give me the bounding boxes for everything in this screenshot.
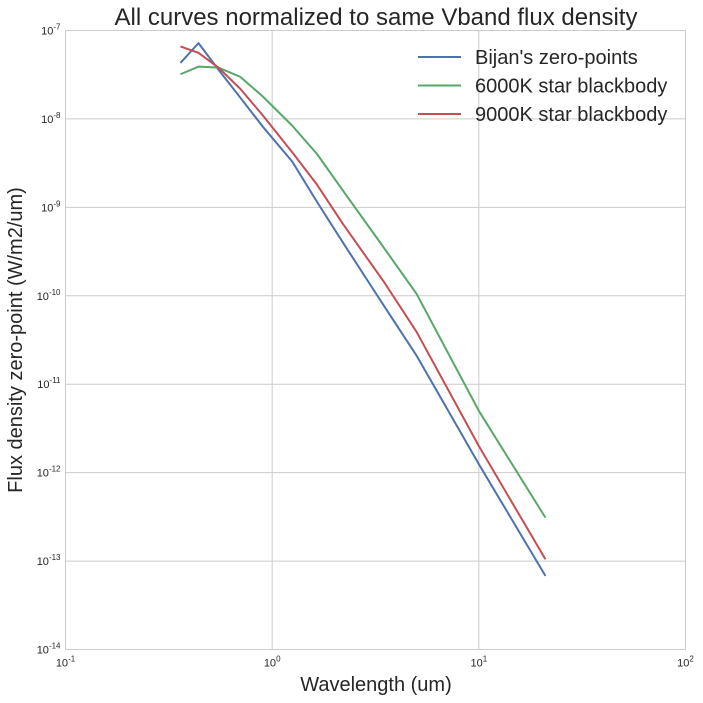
chart-title: All curves normalized to same Vband flux… [115, 4, 638, 31]
y-tick-label: 10-12 [37, 465, 61, 480]
series-line-9000k-star-blackbody [180, 45, 547, 560]
y-tick-label: 10-7 [41, 23, 61, 38]
x-tick-label: 100 [264, 655, 281, 670]
legend: Bijan's zero-points 6000K star blackbody 9… [418, 47, 667, 126]
y-tick-label: 10-11 [37, 376, 61, 391]
x-tick-label: 102 [677, 655, 694, 670]
series-line-6000k-star-blackbody [180, 65, 547, 519]
tick-labels: 10-1 100 101 102 10-14 10-13 10-12 10-11 10-10 10… [37, 23, 695, 670]
series-lines [179, 42, 547, 577]
y-tick-label: 10-13 [37, 553, 61, 568]
legend-label: Bijan's zero-points [475, 47, 638, 69]
plot-frame [65, 30, 686, 650]
y-tick-label: 10-9 [41, 199, 61, 214]
x-tick-label: 10-1 [56, 655, 76, 670]
y-tick-label: 10-14 [37, 642, 61, 657]
x-axis-label: Wavelength (um) [300, 674, 452, 696]
y-tick-label: 10-10 [37, 288, 61, 303]
y-axis-label: Flux density zero-point (W/m2/um) [5, 187, 27, 493]
y-tick-label: 10-8 [41, 111, 61, 126]
legend-label: 6000K star blackbody [475, 76, 667, 98]
gridlines [65, 30, 686, 650]
x-tick-label: 101 [470, 655, 487, 670]
legend-label: 9000K star blackbody [475, 104, 667, 126]
